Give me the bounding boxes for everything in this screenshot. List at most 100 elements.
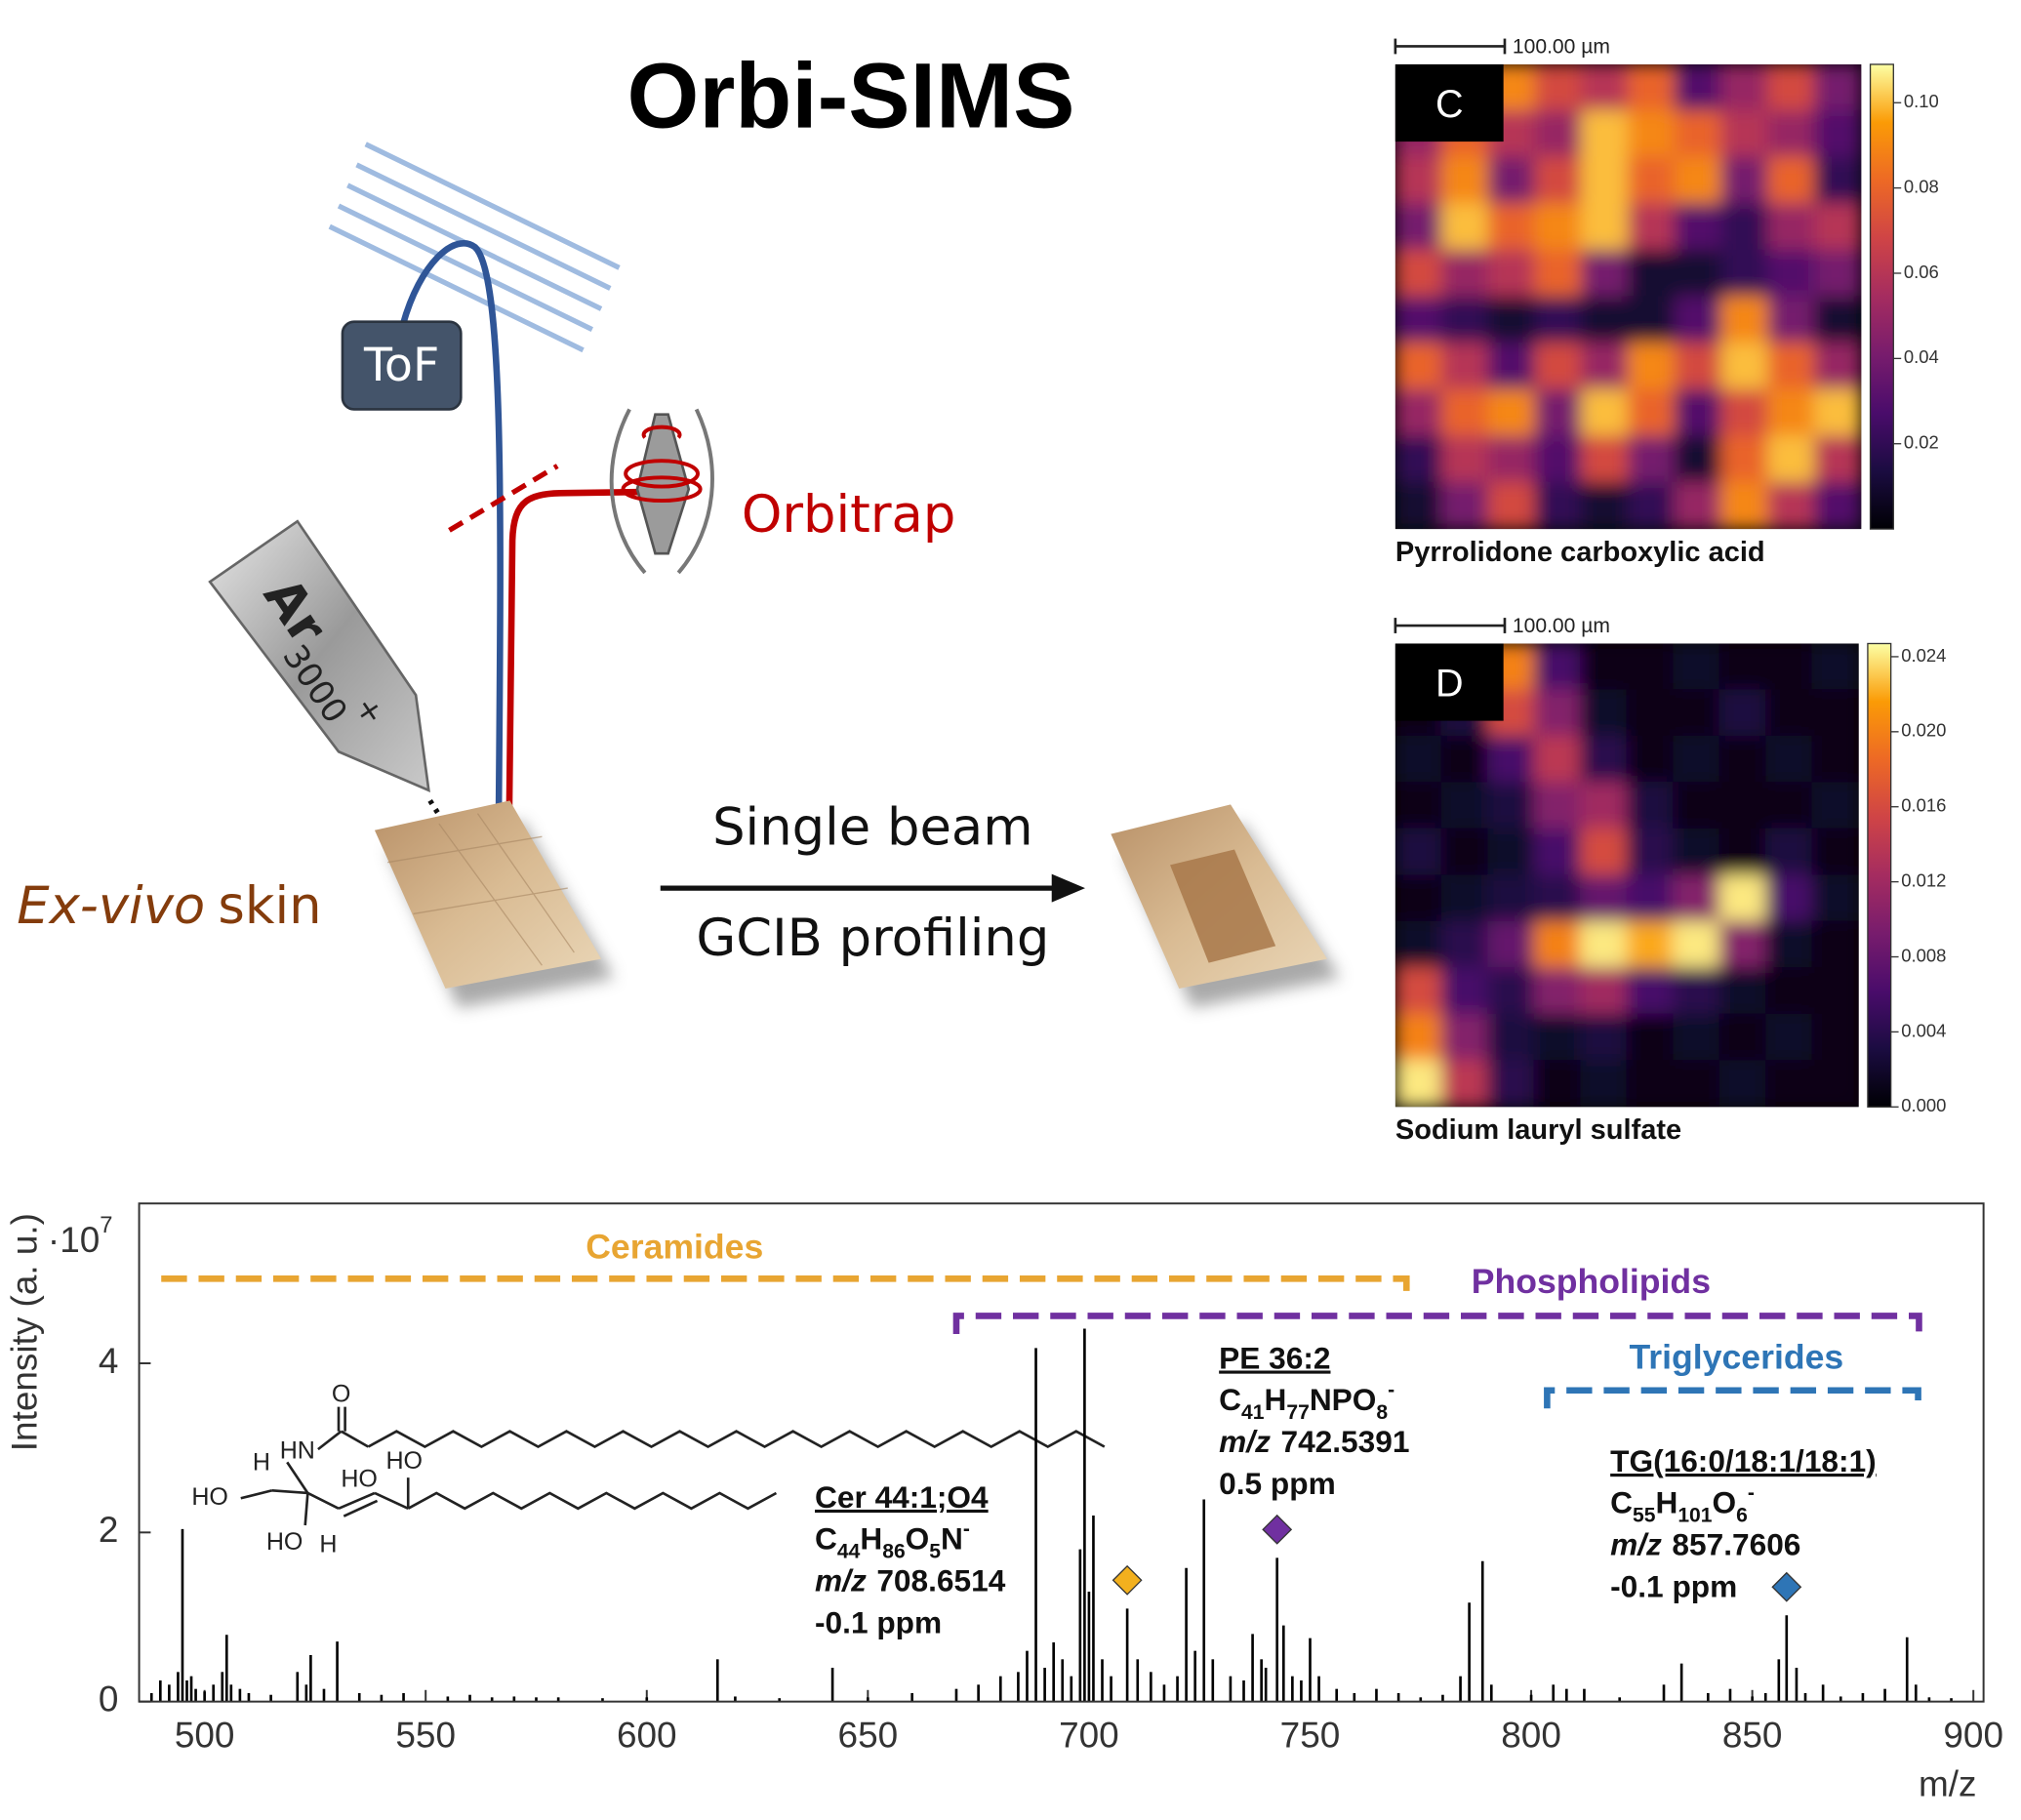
process-top: Single beam (712, 797, 1033, 857)
heatmap-cells (1394, 63, 1862, 530)
heatmap-cell (1627, 435, 1677, 484)
heatmap-cell (1534, 435, 1583, 484)
heatmap-cell (1627, 249, 1677, 298)
tof-box (341, 320, 463, 411)
heatmap-cell (1720, 63, 1769, 112)
heatmap-cell (1534, 63, 1583, 112)
scale-bar-label: 100.00 µm (1513, 615, 1610, 637)
formula-subscript: 6 (1736, 1505, 1748, 1527)
formula-charge: - (1388, 1379, 1394, 1401)
heatmap-cell (1811, 689, 1859, 738)
skin-line (438, 823, 543, 966)
formula-element: O (906, 1521, 930, 1557)
heatmap-cell (1813, 249, 1862, 298)
heatmap-cell (1440, 342, 1490, 390)
heatmap-cell (1813, 435, 1862, 484)
ion-gun (208, 519, 430, 792)
sample-prefix: Ex-vivo (17, 876, 205, 936)
heatmap-cell (1487, 481, 1536, 530)
heatmap-cell (1720, 388, 1769, 437)
heatmap-cell (1394, 388, 1443, 437)
bond (374, 1491, 409, 1511)
heatmap-cell (1440, 481, 1490, 530)
heatmap-cell (1811, 1013, 1859, 1062)
heatmap-cell (1813, 63, 1862, 112)
annotation-name: PE 36:2 (1219, 1340, 1330, 1375)
heatmap-cell (1394, 249, 1443, 298)
heatmap-cell (1581, 388, 1630, 437)
heatmap-cell (1811, 874, 1859, 923)
heatmap-cell (1487, 735, 1535, 784)
heatmap-cell (1533, 782, 1582, 830)
formula-element: C (1610, 1485, 1633, 1520)
heatmap-cell (1626, 828, 1675, 876)
heatmap-cell (1765, 967, 1813, 1015)
heatmap-cell (1627, 203, 1677, 252)
plots: C 100.00 µm Pyrrolidone carboxylic acid 0.0… (5, 35, 2003, 1803)
heatmap-cell (1487, 782, 1535, 830)
heatmap-cell (1581, 435, 1630, 484)
heatmap-cell (1440, 296, 1490, 344)
heatmap-cell (1673, 967, 1720, 1015)
heatmap-cell (1581, 342, 1630, 390)
panel-label: C (1435, 83, 1464, 126)
heatmap-cell (1626, 643, 1675, 691)
heatmap-cell (1440, 735, 1489, 784)
heatmap-cell (1533, 828, 1582, 876)
heatmap-cell (1580, 920, 1628, 969)
arrow-head (1051, 873, 1085, 903)
heatmap-cell (1440, 782, 1489, 830)
group-label: Phospholipids (1472, 1262, 1711, 1301)
heatmap-cell (1811, 643, 1859, 691)
caption: Sodium lauryl sulfate (1395, 1114, 1681, 1146)
heatmap-cell (1626, 920, 1675, 969)
heatmap-cell (1811, 782, 1859, 830)
heatmap-cell (1765, 735, 1813, 784)
heatmap-cell (1627, 342, 1677, 390)
formula-element: H (1655, 1485, 1677, 1520)
heatmap-cell (1767, 388, 1816, 437)
heatmap-cell (1767, 249, 1816, 298)
heatmap-cell (1720, 481, 1769, 530)
mz-label: m/z (1610, 1527, 1662, 1562)
x-axis-label: m/z (1919, 1763, 1976, 1803)
heatmap-cell (1673, 920, 1720, 969)
atom-label: HO (341, 1465, 378, 1492)
heatmap-cell (1811, 967, 1859, 1015)
heatmap-cell (1765, 1060, 1813, 1108)
heatmap-cell (1581, 296, 1630, 344)
heatmap-cell (1720, 342, 1769, 390)
peak-marker (1112, 1564, 1143, 1596)
colorbar-tick-label: 0.06 (1904, 262, 1939, 282)
x-tick-label: 800 (1501, 1715, 1561, 1755)
heatmap-cell (1487, 435, 1536, 484)
heatmap-cell (1674, 342, 1722, 390)
heatmap-cell (1627, 156, 1677, 205)
heatmap-cell (1581, 203, 1630, 252)
panel-box (1394, 63, 1504, 142)
formula-element: C (815, 1521, 837, 1557)
heatmap-cell (1580, 735, 1628, 784)
colorbar-tick-label: 0.012 (1901, 870, 1946, 890)
heatmap-cell (1627, 296, 1677, 344)
annotation-formula: C55H101O6- (1610, 1482, 1755, 1527)
heatmap-cell (1534, 481, 1583, 530)
heatmap-cell (1626, 1060, 1675, 1108)
formula-charge: - (963, 1518, 970, 1541)
heatmap-cell (1718, 967, 1767, 1015)
x-tick-label: 750 (1280, 1715, 1341, 1755)
heatmap-cell (1813, 203, 1862, 252)
heatmap-cell (1673, 689, 1720, 738)
group-label: Triglycerides (1630, 1337, 1844, 1376)
heatmap-cell (1394, 967, 1443, 1015)
heatmap-cell (1533, 967, 1582, 1015)
heatmap-cell (1765, 828, 1813, 876)
heatmap-cell (1673, 1013, 1720, 1062)
heatmap-cell (1811, 828, 1859, 876)
y-tick-label: 0 (99, 1678, 119, 1719)
heatmap-cell (1487, 828, 1535, 876)
heatmap-cell (1394, 296, 1443, 344)
title: Orbi-SIMS (627, 45, 1074, 148)
annotation-mz: m/z 742.5391 (1219, 1424, 1409, 1459)
